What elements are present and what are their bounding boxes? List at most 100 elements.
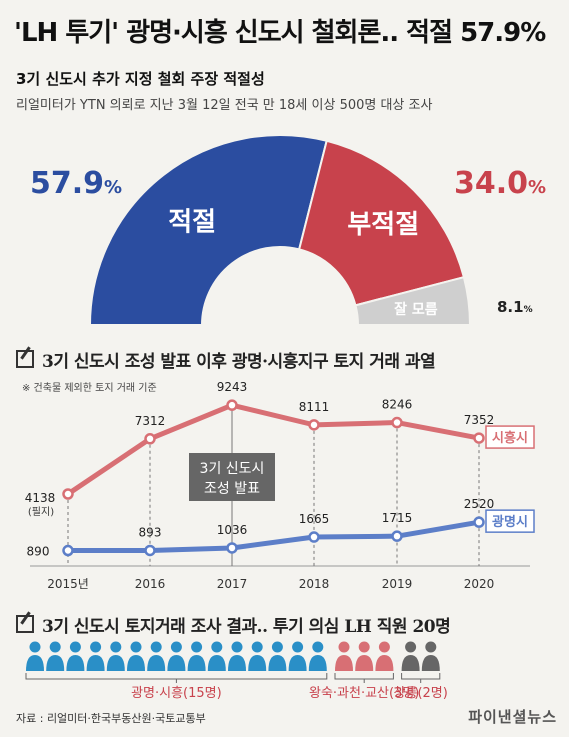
person-icon-body [167, 655, 186, 671]
person-icon-body [187, 655, 206, 671]
data-label: 4138 [25, 491, 56, 505]
pct-number: 34.0 [454, 166, 528, 201]
data-point [62, 544, 74, 557]
data-label: 1036 [217, 523, 248, 537]
survey-subtitle: 3기 신도시 추가 지정 철회 주장 적절성 [16, 70, 265, 88]
person-icon-body [147, 655, 166, 671]
series-line [67, 519, 480, 554]
person-icon-body [46, 655, 65, 671]
slice-label: 잘 모름 [394, 302, 438, 318]
person-icon-body [268, 655, 287, 671]
person-icon-head [292, 641, 304, 653]
series-name-box [485, 509, 535, 533]
callout-box [189, 453, 275, 501]
data-label: 1665 [299, 512, 330, 526]
person-icon-body [228, 655, 246, 671]
person-icon-body [355, 655, 374, 671]
person-icon-body [308, 655, 327, 671]
person-icon-head [69, 641, 81, 653]
data-point [473, 516, 485, 528]
section2-title: 3기 신도시 조성 발표 이후 광명·시흥지구 토지 거래 과열 [16, 347, 436, 372]
data-label: 8111 [299, 400, 330, 414]
group-label: 창릉(2명) [394, 686, 448, 701]
source-text: 자료 : 리얼미터·한국부동산원·국토교통부 [16, 712, 206, 725]
series-line [66, 402, 480, 497]
slice-label: 부적절 [347, 210, 419, 240]
callout-text: 3기 신도시 [200, 461, 265, 477]
data-point [473, 432, 485, 444]
data-label: 1715 [382, 511, 413, 525]
person-icon-body [86, 655, 105, 671]
person-icon-body [288, 655, 307, 671]
check-box-icon [16, 615, 34, 633]
section2-title-text: 3기 신도시 조성 발표 이후 광명·시흥지구 토지 거래 과열 [42, 352, 436, 372]
group-bracket [401, 673, 441, 680]
pct-sign: % [528, 177, 546, 198]
person-icon-body [335, 655, 353, 671]
person-icon-body [127, 655, 145, 671]
person-icon-body [401, 655, 420, 671]
person-icon-head [211, 641, 223, 653]
series-name-box [485, 425, 535, 449]
person-icon-body [375, 655, 394, 671]
data-point [144, 544, 156, 557]
data-point [308, 419, 320, 431]
person-icon-head [170, 641, 182, 653]
pct-label-inappropriate: 34.0% [454, 166, 546, 201]
data-label: 2520 [464, 497, 495, 511]
group-label: 왕숙·과천·교산(3명) [309, 686, 419, 701]
data-label: 7352 [464, 413, 495, 427]
person-icon-head [251, 641, 263, 653]
page-title: 'LH 투기' 광명·시흥 신도시 철회론.. 적절 57.9% [14, 18, 546, 48]
group-bracket [25, 673, 328, 680]
data-point [391, 530, 403, 542]
person-icon-head [425, 641, 437, 653]
pct-number: 57.9 [30, 166, 104, 201]
person-icon-body [207, 655, 226, 671]
data-point [226, 399, 238, 411]
x-tick-label: 2020 [464, 577, 495, 591]
data-point [62, 488, 74, 500]
group-label: 광명·시흥(15명) [131, 686, 222, 701]
person-icon-body [106, 655, 125, 671]
unit-annotation: (필지) [28, 506, 54, 518]
data-point [226, 542, 238, 554]
pct-label-appropriate: 57.9% [30, 166, 122, 201]
x-tick-label: 2019 [382, 577, 413, 591]
person-icon-head [358, 641, 370, 653]
x-tick-label: 2017 [217, 577, 248, 591]
x-tick-label: 2016 [135, 577, 166, 591]
person-icon-body [421, 655, 440, 671]
section3-title-text: 3기 신도시 토지거래 조사 결과.. 투기 의심 LH 직원 20명 [42, 617, 451, 637]
person-icon-body [248, 655, 267, 671]
pct-label-unknown: 8.1% [497, 298, 533, 316]
person-icon-head [29, 641, 41, 653]
person-icon-body [26, 655, 44, 671]
line-chart: 2015년 2016 2017 2018 2019 2020 4138 7312 9243 811… [25, 380, 535, 591]
donut-slice [88, 134, 328, 326]
brand-logo: 파이낸셜뉴스 [468, 708, 557, 726]
series-name: 시흥시 [492, 430, 528, 446]
pct-number: 8.1 [497, 298, 524, 316]
data-label: 893 [139, 525, 162, 539]
data-label: 8246 [382, 398, 413, 412]
person-icon-head [49, 641, 61, 653]
data-point [308, 531, 320, 543]
donut-slice [297, 139, 466, 307]
person-icon-head [338, 641, 350, 653]
x-tick-label: 2018 [299, 577, 330, 591]
slice-label: 적절 [168, 207, 216, 237]
person-icon-body [66, 655, 85, 671]
callout-text: 조성 발표 [204, 481, 260, 497]
person-icon-head [405, 641, 417, 653]
check-box-icon [16, 350, 34, 368]
basis-note: ※ 건축물 제외한 토지 거래 기준 [22, 383, 157, 394]
pct-sign: % [104, 177, 122, 198]
section3-title: 3기 신도시 토지거래 조사 결과.. 투기 의심 LH 직원 20명 [16, 612, 451, 637]
x-tick-label: 2015년 [47, 577, 89, 591]
person-icon-head [90, 641, 102, 653]
pct-sign: % [524, 305, 533, 315]
person-icon-head [150, 641, 162, 653]
person-icon-head [130, 641, 142, 653]
